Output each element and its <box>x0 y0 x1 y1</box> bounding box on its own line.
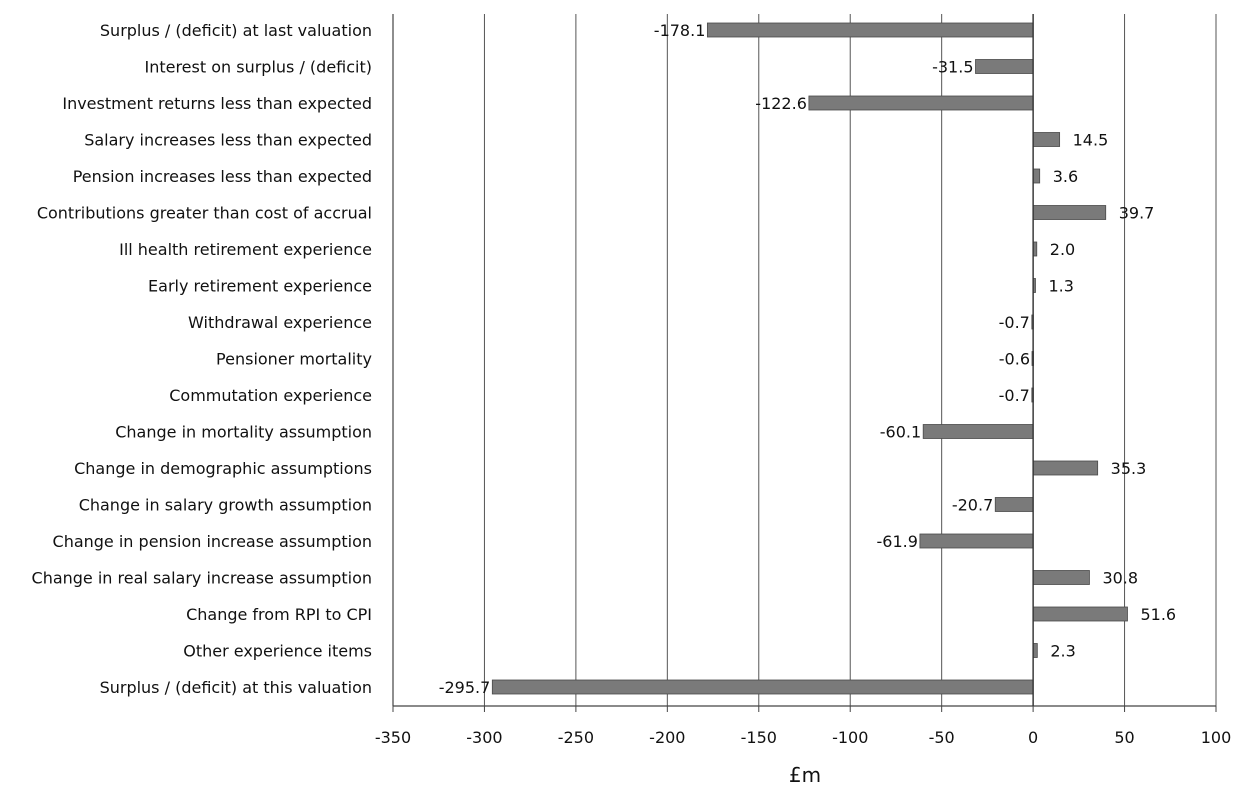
category-label: Early retirement experience <box>148 277 372 296</box>
x-tick-label: -150 <box>741 728 777 747</box>
x-tick-label: -200 <box>649 728 685 747</box>
x-tick-label: -100 <box>832 728 868 747</box>
x-tick-label: -50 <box>929 728 955 747</box>
value-label: 35.3 <box>1111 459 1147 478</box>
category-label: Change in pension increase assumption <box>53 532 372 551</box>
value-label: 1.3 <box>1048 277 1073 296</box>
value-label: 2.0 <box>1050 240 1075 259</box>
category-label: Investment returns less than expected <box>62 94 372 113</box>
bar <box>994 497 1034 512</box>
value-label: -0.6 <box>999 350 1030 369</box>
bar <box>919 533 1034 549</box>
value-label: 51.6 <box>1140 605 1176 624</box>
value-label: 14.5 <box>1073 131 1109 150</box>
value-label: -61.9 <box>876 532 917 551</box>
value-label: 30.8 <box>1102 569 1138 588</box>
value-label: -31.5 <box>932 58 973 77</box>
category-label: Commutation experience <box>169 386 372 405</box>
bar <box>1032 168 1041 184</box>
axes <box>392 14 1217 712</box>
value-label: -60.1 <box>880 423 921 442</box>
bar <box>808 95 1034 111</box>
bar <box>1032 606 1128 622</box>
bar <box>1032 205 1107 220</box>
category-label: Change in mortality assumption <box>115 423 372 442</box>
bar <box>1032 132 1061 147</box>
value-label: -0.7 <box>999 313 1030 332</box>
value-label: -178.1 <box>654 21 706 40</box>
gridlines <box>483 14 1217 706</box>
x-tick-label: 0 <box>1028 728 1038 747</box>
bar <box>975 59 1034 74</box>
category-label: Salary increases less than expected <box>84 131 372 150</box>
bar <box>1032 570 1090 585</box>
bar <box>1032 460 1099 476</box>
x-tick-label: -250 <box>558 728 594 747</box>
x-tick-label: -300 <box>466 728 502 747</box>
category-label: Ill health retirement experience <box>119 240 372 259</box>
bars <box>491 22 1128 695</box>
category-label: Change in demographic assumptions <box>74 459 372 478</box>
bar <box>491 679 1034 695</box>
category-label: Change in real salary increase assumptio… <box>32 569 372 588</box>
x-tick-label: -350 <box>375 728 411 747</box>
category-label: Surplus / (deficit) at last valuation <box>100 21 372 40</box>
bar <box>706 22 1034 38</box>
category-label: Withdrawal experience <box>188 313 372 332</box>
category-label: Other experience items <box>183 642 372 661</box>
category-label: Contributions greater than cost of accru… <box>37 204 372 223</box>
value-label: -0.7 <box>999 386 1030 405</box>
bar <box>922 424 1034 439</box>
value-label: -295.7 <box>439 678 491 697</box>
category-label: Change from RPI to CPI <box>186 605 372 624</box>
value-label: -20.7 <box>952 496 993 515</box>
category-label: Pension increases less than expected <box>73 167 372 186</box>
labels: -350 -300 -250 -200 -150 -100 -50 0 50 100 Surplus… <box>32 21 1232 747</box>
x-axis-title: £m <box>789 763 821 787</box>
x-tick-label: 100 <box>1201 728 1232 747</box>
x-tick-label: 50 <box>1114 728 1134 747</box>
value-label: 3.6 <box>1053 167 1078 186</box>
category-label: Change in salary growth assumption <box>79 496 372 515</box>
value-label: -122.6 <box>755 94 807 113</box>
category-label: Interest on surplus / (deficit) <box>144 58 372 77</box>
category-label: Surplus / (deficit) at this valuation <box>100 678 372 697</box>
value-label: 2.3 <box>1050 642 1075 661</box>
value-label: 39.7 <box>1119 204 1155 223</box>
category-label: Pensioner mortality <box>216 350 372 369</box>
